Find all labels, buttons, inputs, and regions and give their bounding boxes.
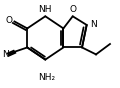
Text: O: O	[5, 16, 12, 25]
Text: N: N	[90, 20, 97, 29]
Text: NH₂: NH₂	[38, 73, 55, 82]
Text: NH: NH	[39, 5, 52, 14]
Text: N: N	[2, 50, 9, 59]
Text: O: O	[69, 5, 76, 14]
